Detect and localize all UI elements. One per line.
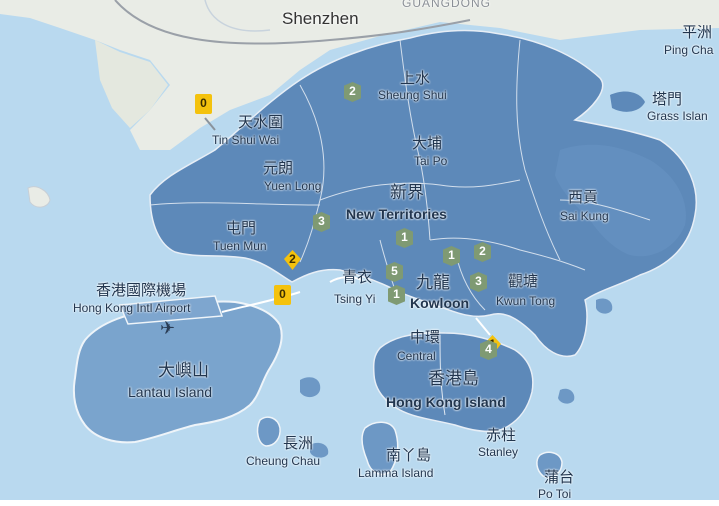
marker-count: 2 — [289, 252, 296, 266]
label-cheung-chau-en: Cheung Chau — [246, 454, 321, 468]
sai-kung-peninsula — [555, 144, 686, 257]
map-marker[interactable]: 0 — [274, 285, 291, 305]
label-sheung-shui-zh: 上水 — [400, 70, 431, 87]
label-tai-po-en: Tai Po — [414, 154, 448, 168]
label-kowloon-zh: 九龍 — [416, 273, 450, 292]
marker-count: 0 — [279, 287, 286, 301]
label-tin-shui-wai-en: Tin Shui Wai — [212, 133, 280, 147]
label-tuen-mun-en: Tuen Mun — [213, 239, 267, 253]
label-sheung-shui-en: Sheung Shui — [378, 88, 447, 102]
marker-count: 0 — [200, 96, 207, 110]
label-new-territories-zh: 新界 — [390, 183, 424, 202]
label-grass-island-zh: 塔門 — [652, 91, 683, 108]
label-yuen-long-zh: 元朗 — [263, 160, 294, 177]
small-island-b — [27, 186, 51, 208]
district-line-hk — [439, 334, 446, 416]
highway — [114, 0, 471, 45]
label-tsing-yi-en: Tsing Yi — [334, 292, 376, 306]
district-boundaries — [149, 39, 651, 311]
small-island-e — [310, 442, 329, 458]
marker-count: 1 — [448, 248, 455, 262]
label-sai-kung-zh: 西貢 — [568, 189, 599, 206]
marker-count: 1 — [393, 287, 400, 301]
airplane-icon: ✈ — [160, 318, 176, 338]
label-kowloon-en: Kowloon — [410, 295, 470, 311]
label-ping-chau-en: Ping Cha — [664, 43, 714, 57]
label-airport-zh: 香港國際機場 — [96, 282, 187, 299]
lamma-island — [361, 421, 399, 476]
label-sai-kung-en: Sai Kung — [560, 209, 609, 223]
label-stanley-zh: 赤柱 — [486, 427, 517, 444]
small-island-c — [610, 91, 645, 112]
small-island-f — [596, 298, 613, 314]
label-stanley-en: Stanley — [478, 445, 519, 459]
map-marker[interactable]: 1 — [443, 246, 460, 266]
map-marker[interactable]: 3 — [470, 272, 487, 292]
label-central-zh: 中環 — [410, 329, 441, 346]
label-grass-island-en: Grass Islan — [647, 109, 708, 123]
mainland-cape — [95, 40, 168, 128]
label-guangdong: GUANGDONG — [402, 0, 492, 10]
map-marker[interactable]: 2 — [474, 242, 491, 262]
label-tin-shui-wai-zh: 天水圍 — [238, 114, 284, 131]
map-marker[interactable]: 1 — [388, 285, 405, 305]
marker-count: 3 — [318, 214, 325, 228]
map-marker[interactable]: 0 — [195, 94, 212, 114]
new-territories-landmass — [149, 29, 697, 357]
label-po-toi-zh: 蒲台 — [544, 469, 575, 486]
river — [204, 0, 271, 32]
airport-link — [221, 291, 301, 313]
map-marker[interactable]: 1 — [396, 228, 413, 248]
label-shenzhen: Shenzhen — [282, 9, 359, 28]
label-central-en: Central — [397, 349, 436, 363]
label-tuen-mun-zh: 屯門 — [226, 220, 257, 237]
label-lamma-zh: 南丫島 — [386, 447, 432, 464]
label-airport-en: Hong Kong Intl Airport — [73, 301, 191, 315]
map-marker[interactable]: 5 — [386, 262, 403, 282]
label-cheung-chau-zh: 長洲 — [283, 435, 314, 452]
marker-count: 2 — [349, 84, 356, 98]
label-new-territories-en: New Territories — [346, 206, 447, 222]
label-tai-po-zh: 大埔 — [412, 135, 443, 152]
map-marker[interactable]: 2 — [344, 82, 361, 102]
po-toi — [536, 451, 563, 478]
map-marker[interactable]: 3 — [313, 212, 330, 232]
label-hk-island-zh: 香港島 — [428, 369, 479, 388]
marker-count: 5 — [391, 264, 398, 278]
label-hk-island-en: Hong Kong Island — [386, 394, 506, 410]
label-lamma-en: Lamma Island — [358, 466, 434, 480]
small-island-a — [300, 377, 321, 398]
tin-shui-wai-jetty — [204, 117, 216, 131]
map-marker[interactable]: 4 — [480, 340, 497, 360]
cheung-chau — [256, 416, 281, 447]
marker-count: 1 — [401, 230, 408, 244]
label-tsing-yi-zh: 青衣 — [342, 269, 373, 286]
label-ping-chau-zh: 平洲 — [682, 24, 713, 41]
tsing-yi-bridge — [329, 276, 363, 283]
label-kwun-tong-zh: 觀塘 — [508, 273, 539, 290]
ferry-pier — [475, 317, 491, 336]
label-kwun-tong-en: Kwun Tong — [496, 294, 556, 308]
label-lantau-en: Lantau Island — [128, 384, 213, 400]
marker-count: 2 — [479, 244, 486, 258]
airport-island — [118, 295, 224, 325]
label-lantau-zh: 大嶼山 — [158, 361, 209, 380]
label-yuen-long-en: Yuen Long — [264, 179, 322, 193]
mainland-landmass — [0, 0, 719, 150]
label-po-toi-en: Po Toi — [538, 487, 572, 500]
small-island-d — [558, 388, 575, 404]
marker-count: 4 — [485, 342, 492, 356]
marker-count: 3 — [475, 274, 482, 288]
